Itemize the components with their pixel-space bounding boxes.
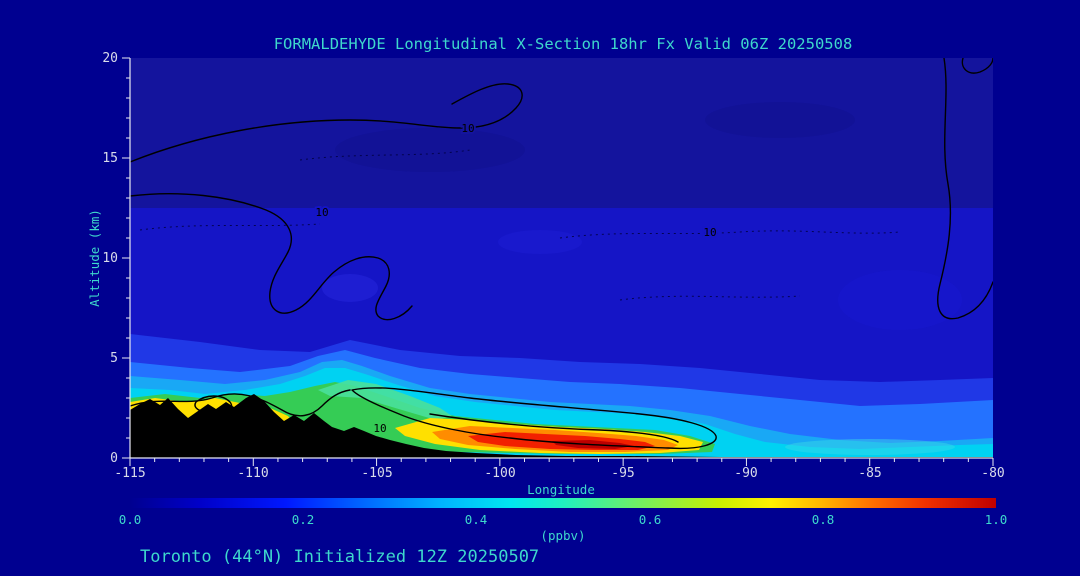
colorbar-gradient — [130, 498, 996, 508]
cyan-patch-right — [785, 439, 955, 455]
y-tick-label: 15 — [102, 151, 118, 166]
contour-label: 10 — [461, 122, 474, 135]
x-tick-label: -110 — [237, 466, 268, 481]
contour-line — [194, 395, 233, 416]
contour-line-dashed — [619, 295, 801, 301]
y-axis-title: Altitude (km) — [87, 209, 102, 307]
colorbar-tick-label: 1.0 — [985, 512, 1008, 527]
x-tick-label: -100 — [484, 466, 515, 481]
contour-line — [351, 387, 717, 450]
field-dark-patch — [705, 102, 855, 138]
contour-line — [130, 192, 413, 321]
terrain-silhouette — [130, 394, 993, 458]
y-tick-label: 10 — [102, 251, 118, 266]
colorbar-units-label: (ppbv) — [540, 528, 585, 543]
colorbar-tick-label: 0.6 — [639, 512, 662, 527]
field-upper-band — [130, 58, 993, 208]
contour-label: 10 — [315, 206, 328, 219]
field-dark-patch — [335, 128, 525, 172]
field-light-patch — [498, 230, 582, 254]
concentration-field: 10 10 10 10 — [130, 58, 993, 458]
tick-marks — [122, 57, 994, 466]
plot-title: FORMALDEHYDE Longitudinal X-Section 18hr… — [274, 35, 853, 53]
x-tick-label: -90 — [734, 466, 757, 481]
x-axis-title: Longitude — [527, 482, 595, 497]
field-light-patch — [838, 270, 962, 330]
contour-line — [429, 413, 679, 443]
y-tick-label: 5 — [110, 351, 118, 366]
x-tick-label: -85 — [858, 466, 881, 481]
field-light-patch — [322, 274, 378, 302]
contour-label: 10 — [703, 226, 716, 239]
x-tick-label: -115 — [114, 466, 145, 481]
x-tick-label: -95 — [611, 466, 634, 481]
colorbar-tick-label: 0.2 — [292, 512, 315, 527]
contour-line-dashed — [559, 230, 901, 239]
contour-line — [130, 83, 523, 163]
x-tick-label: -105 — [361, 466, 392, 481]
figure-caption: Toronto (44°N) Initialized 12Z 20250507 — [140, 547, 539, 567]
contour-label: 10 — [373, 422, 386, 435]
contour-line — [937, 58, 993, 320]
y-tick-label: 20 — [102, 51, 118, 66]
colorbar-tick-label: 0.0 — [119, 512, 142, 527]
x-tick-label: -80 — [981, 466, 1004, 481]
contour-line-dashed — [139, 223, 321, 231]
y-tick-label: 0 — [110, 451, 118, 466]
contour-line-dashed — [299, 149, 471, 161]
colorbar-tick-label: 0.8 — [812, 512, 835, 527]
colorbar-tick-label: 0.4 — [465, 512, 488, 527]
contour-line — [961, 58, 993, 74]
contour-line — [130, 389, 351, 417]
